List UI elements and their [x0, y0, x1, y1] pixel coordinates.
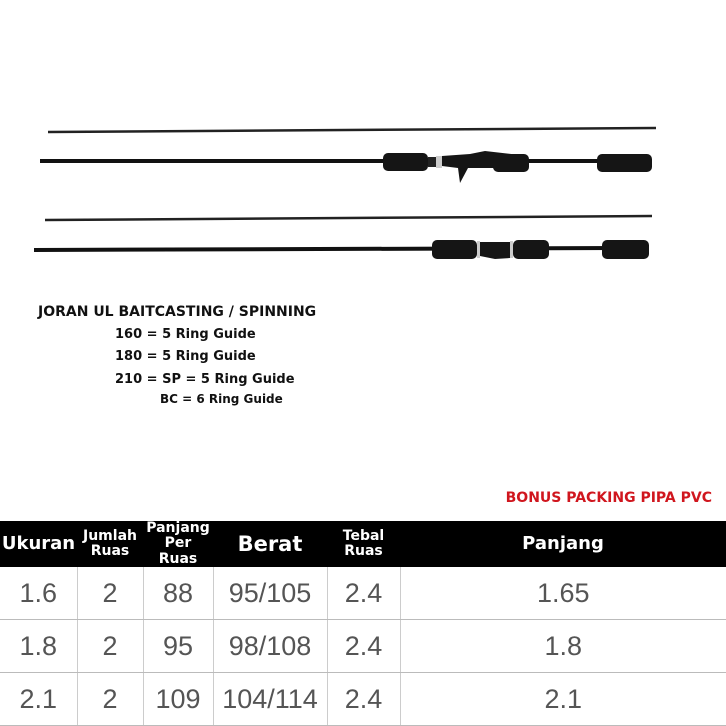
cell-jumlah-ruas: 2: [77, 567, 144, 621]
cell-tebal-ruas: 2.4: [327, 567, 401, 621]
table-header-row: Ukuran Jumlah Ruas Panjang Per Ruas Berat …: [0, 520, 726, 568]
table-row: 2.1 2 109 104/114 2.4 2.1: [0, 672, 726, 726]
spec-title: JORAN UL BAITCASTING / SPINNING: [38, 304, 317, 320]
header-berat: Berat: [213, 521, 327, 568]
cell-ukuran: 1.6: [0, 567, 78, 621]
spec-subline: BC = 6 Ring Guide: [160, 392, 283, 406]
cell-jumlah-ruas: 2: [77, 619, 144, 674]
spec-line: 160 = 5 Ring Guide: [115, 327, 256, 342]
fishing-rods-image: [33, 126, 657, 259]
cell-tebal-ruas: 2.4: [327, 619, 401, 674]
header-panjang: Panjang: [400, 521, 726, 568]
cell-ukuran: 2.1: [0, 672, 78, 726]
cell-panjang: 2.1: [400, 672, 726, 726]
spec-line: 180 = 5 Ring Guide: [115, 349, 256, 364]
header-ukuran: Ukuran: [0, 521, 77, 568]
baitcasting-rod: [40, 126, 657, 183]
size-table: Ukuran Jumlah Ruas Panjang Per Ruas Berat …: [0, 520, 726, 726]
cell-jumlah-ruas: 2: [77, 672, 144, 726]
header-tebal-ruas: Tebal Ruas: [327, 521, 400, 568]
cell-panjang-per-ruas: 88: [143, 567, 214, 621]
cell-berat: 98/108: [213, 619, 328, 674]
cell-ukuran: 1.8: [0, 619, 78, 674]
cell-panjang-per-ruas: 95: [143, 619, 214, 674]
bonus-note: BONUS PACKING PIPA PVC: [505, 490, 712, 506]
cell-panjang-per-ruas: 109: [143, 672, 214, 726]
cell-berat: 104/114: [213, 672, 328, 726]
cell-berat: 95/105: [213, 567, 328, 621]
header-jumlah-ruas: Jumlah Ruas: [77, 521, 143, 568]
spinning-rod: [33, 214, 653, 259]
table-row: 1.8 2 95 98/108 2.4 1.8: [0, 619, 726, 674]
table-row: 1.6 2 88 95/105 2.4 1.65: [0, 567, 726, 621]
cell-tebal-ruas: 2.4: [327, 672, 401, 726]
cell-panjang: 1.65: [400, 567, 726, 621]
spec-line: 210 = SP = 5 Ring Guide: [115, 372, 295, 387]
cell-panjang: 1.8: [400, 619, 726, 674]
header-panjang-per-ruas: Panjang Per Ruas: [143, 520, 213, 568]
